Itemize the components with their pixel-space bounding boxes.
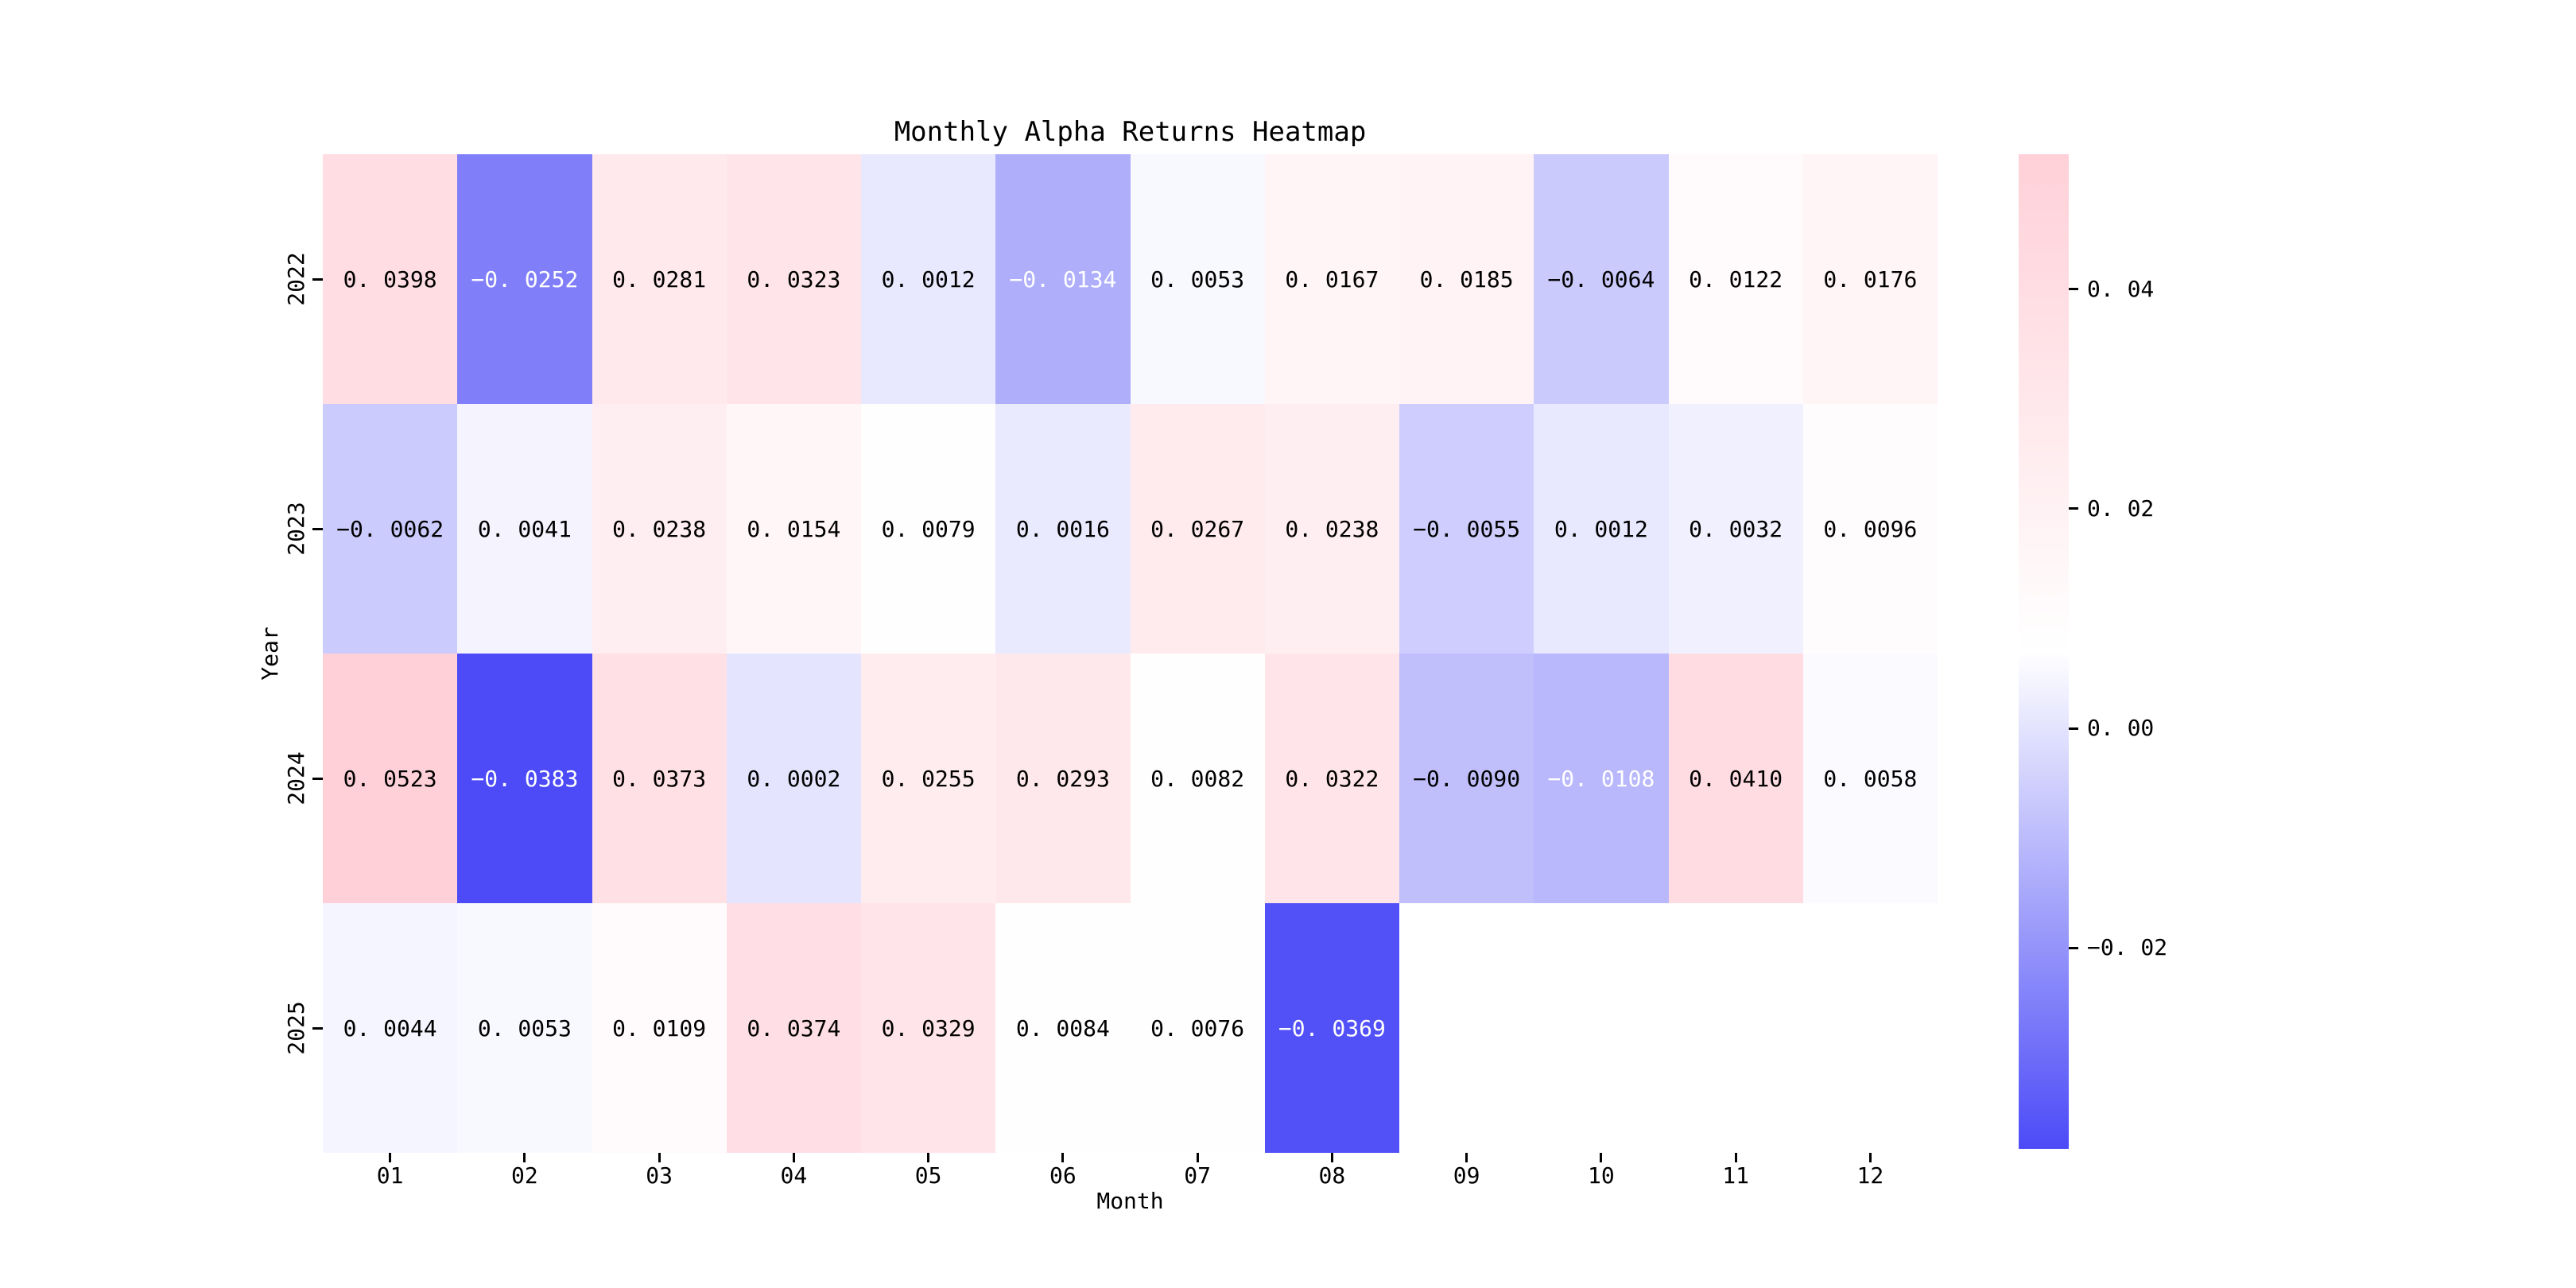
heatmap-cell-2025-01: 0. 0044 [323,903,458,1153]
x-tick-mark-11 [1734,1153,1737,1162]
heatmap-cell-2024-02: −0. 0383 [457,654,592,903]
x-tick-mark-01 [389,1153,392,1162]
heatmap-cell-2025-10 [1534,903,1668,1153]
heatmap-cell-2022-11: 0. 0122 [1668,154,1803,404]
x-tick-label-01: 01 [376,1162,404,1189]
y-tick-mark-2023 [312,527,323,530]
y-tick-mark-2024 [312,777,323,780]
heatmap-cell-2023-12: 0. 0096 [1802,404,1938,654]
heatmap-cell-2022-01: 0. 0398 [323,154,458,404]
heatmap-cell-2022-03: 0. 0281 [592,154,727,404]
heatmap-grid: 0. 0398 −0. 0252 0. 0281 0. 0323 0. 0012 −0. … [323,154,1938,1153]
y-tick-mark-2022 [312,277,323,281]
x-tick-label-06: 06 [1049,1162,1077,1189]
x-tick-mark-06 [1061,1153,1065,1162]
heatmap-cell-2024-03: 0. 0373 [592,654,727,903]
heatmap-cell-2022-09: 0. 0185 [1399,154,1534,404]
x-tick-mark-05 [927,1153,930,1162]
x-tick-mark-02 [523,1153,526,1162]
heatmap-cell-2022-04: 0. 0323 [726,154,861,404]
heatmap-cell-2024-06: 0. 0293 [995,654,1131,903]
heatmap-cell-2024-07: 0. 0082 [1130,654,1265,903]
heatmap-cell-2022-06: −0. 0134 [995,154,1131,404]
heatmap-cell-2025-05: 0. 0329 [861,903,996,1153]
heatmap-cell-2024-09: −0. 0090 [1399,654,1534,903]
heatmap-cell-2022-02: −0. 0252 [457,154,592,404]
heatmap-cell-2023-11: 0. 0032 [1668,404,1803,654]
heatmap-cell-2022-07: 0. 0053 [1130,154,1265,404]
heatmap-cell-2025-03: 0. 0109 [592,903,727,1153]
colorbar-tick-label-0.02: 0. 02 [2087,495,2155,522]
x-axis-label: Month [1096,1188,1164,1214]
heatmap-cell-2024-01: 0. 0523 [323,654,458,903]
heatmap-cell-2024-04: 0. 0002 [726,654,861,903]
colorbar-tick-mark-0 [2069,727,2078,730]
heatmap-cell-2025-11 [1669,903,1803,1153]
heatmap-cell-2023-03: 0. 0238 [592,404,727,654]
heatmap-cell-2025-12 [1803,903,1938,1153]
x-tick-label-08: 08 [1318,1162,1346,1189]
y-tick-label-2024: 2024 [283,751,309,805]
heatmap-cell-2024-05: 0. 0255 [861,654,996,903]
heatmap-cell-2023-07: 0. 0267 [1130,404,1265,654]
y-axis-label: Year [257,627,283,681]
heatmap-cell-2023-10: 0. 0012 [1534,404,1669,654]
x-tick-label-11: 11 [1722,1162,1749,1189]
heatmap-cell-2025-08: −0. 0369 [1264,903,1399,1153]
heatmap-cell-2023-09: −0. 0055 [1399,404,1534,654]
x-tick-mark-03 [658,1153,661,1162]
heatmap-cell-2025-02: 0. 0053 [457,903,592,1153]
heatmap-cell-2024-12: 0. 0058 [1802,654,1938,903]
x-tick-label-05: 05 [914,1162,942,1189]
colorbar-tick-label--0.02: −0. 02 [2087,934,2168,961]
colorbar-tick-label-0.04: 0. 04 [2087,275,2155,302]
colorbar-tick-mark-0.02 [2069,507,2078,510]
heatmap-cell-2024-11: 0. 0410 [1668,654,1803,903]
heatmap-cell-2023-08: 0. 0238 [1264,404,1399,654]
colorbar-tick-label-0: 0. 00 [2087,715,2155,742]
x-tick-label-07: 07 [1184,1162,1211,1189]
colorbar-tick-mark-0.04 [2069,288,2078,291]
y-tick-mark-2025 [312,1026,323,1030]
heatmap-cell-2022-08: 0. 0167 [1264,154,1399,404]
x-tick-mark-09 [1465,1153,1468,1162]
heatmap-cell-2023-05: 0. 0079 [861,404,996,654]
heatmap-cell-2023-04: 0. 0154 [726,404,861,654]
heatmap-cell-2024-10: −0. 0108 [1534,654,1669,903]
heatmap-cell-2022-10: −0. 0064 [1534,154,1669,404]
x-tick-label-03: 03 [646,1162,673,1189]
x-tick-label-04: 04 [780,1162,808,1189]
heatmap-cell-2025-09 [1399,903,1534,1153]
x-tick-mark-08 [1330,1153,1333,1162]
x-tick-mark-12 [1868,1153,1872,1162]
x-tick-label-10: 10 [1588,1162,1615,1189]
y-tick-label-2025: 2025 [283,1001,309,1055]
heatmap-cell-2022-12: 0. 0176 [1802,154,1938,404]
heatmap-cell-2025-04: 0. 0374 [726,903,861,1153]
x-tick-mark-07 [1196,1153,1199,1162]
x-tick-mark-04 [792,1153,795,1162]
y-tick-label-2022: 2022 [283,252,309,306]
heatmap-cell-2024-08: 0. 0322 [1264,654,1399,903]
y-tick-label-2023: 2023 [283,502,309,556]
x-tick-mark-10 [1600,1153,1603,1162]
chart-title: Monthly Alpha Returns Heatmap [894,116,1367,148]
x-tick-label-02: 02 [511,1162,538,1189]
colorbar [2019,154,2069,1149]
colorbar-tick-mark--0.02 [2069,946,2078,949]
x-tick-label-12: 12 [1856,1162,1884,1189]
x-tick-label-09: 09 [1453,1162,1480,1189]
heatmap-cell-2023-06: 0. 0016 [995,404,1131,654]
heatmap-cell-2025-06: 0. 0084 [995,903,1131,1153]
heatmap-cell-2025-07: 0. 0076 [1130,903,1265,1153]
heatmap-cell-2022-05: 0. 0012 [861,154,996,404]
heatmap-cell-2023-02: 0. 0041 [457,404,592,654]
heatmap-cell-2023-01: −0. 0062 [323,404,458,654]
